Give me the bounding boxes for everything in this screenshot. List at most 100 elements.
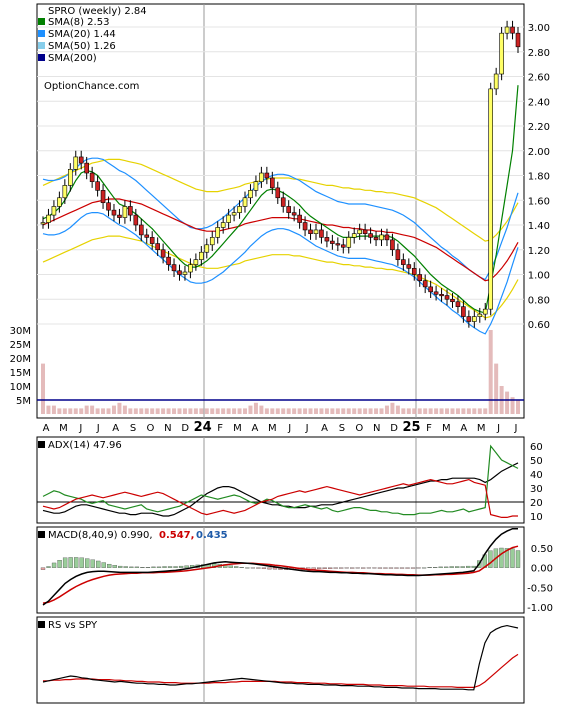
candle-body — [368, 233, 373, 238]
candle-body — [488, 88, 494, 310]
volume-bar — [390, 402, 395, 414]
candle-body — [461, 306, 466, 317]
macd-histogram-bar — [46, 566, 51, 568]
macd-histogram-bar — [504, 548, 510, 568]
x-axis-label: 25 — [403, 420, 421, 435]
candle-body — [215, 227, 221, 238]
x-axis-label: J — [96, 423, 100, 434]
candle-body — [117, 214, 122, 218]
macd-histogram-bar — [118, 565, 123, 568]
macd-histogram-bar — [339, 567, 344, 569]
legend-label: SMA(8) 2.53 — [48, 17, 109, 28]
volume-bar — [139, 408, 144, 414]
panel-frame — [36, 3, 525, 419]
candle-body — [242, 197, 248, 207]
candle-body — [231, 212, 237, 216]
x-axis-label: A — [460, 423, 467, 434]
adx-legend-swatch — [38, 441, 45, 448]
macd-histogram-bar — [438, 566, 443, 568]
candle-body — [248, 190, 253, 199]
macd-histogram-bar — [444, 566, 449, 568]
volume-bar — [335, 408, 340, 414]
macd-histogram-bar — [156, 566, 162, 568]
x-axis-label: A — [251, 423, 258, 434]
macd-tick-label: 0.00 — [531, 564, 553, 575]
watermark-label: OptionChance.com — [44, 81, 139, 92]
volume-bar — [210, 408, 215, 414]
candle-body — [291, 212, 297, 216]
candle-body — [335, 243, 341, 246]
macd-histogram-bar — [261, 567, 267, 569]
volume-bar — [455, 408, 460, 414]
macd-histogram-bar — [394, 567, 399, 569]
macd-histogram-bar — [361, 567, 366, 569]
volume-bar — [346, 408, 351, 414]
candle-body — [237, 206, 242, 213]
candle-body — [270, 177, 275, 189]
candle-body — [444, 295, 450, 300]
candle-body — [313, 229, 319, 234]
lower-band-line — [42, 235, 519, 319]
volume-bar — [84, 405, 89, 414]
volume-bar — [434, 408, 439, 414]
candle-body — [160, 249, 166, 258]
volume-bar — [188, 408, 193, 414]
candle-body — [433, 291, 439, 295]
volume-bar — [172, 408, 177, 414]
volume-bar — [177, 408, 182, 414]
candle-body — [128, 206, 133, 216]
volume-bar — [128, 408, 133, 414]
macd-legend-swatch — [38, 531, 45, 538]
volume-bar — [352, 408, 357, 414]
x-axis-label: J — [305, 423, 309, 434]
rs-panel: RS vs SPY — [36, 616, 525, 704]
x-axis-label: J — [496, 423, 500, 434]
x-axis-label: J — [287, 423, 291, 434]
macd-histogram-bar — [272, 567, 278, 570]
volume-bar — [341, 408, 346, 414]
volume-bar — [494, 363, 499, 414]
volume-bar — [182, 408, 187, 414]
candle-body — [133, 214, 139, 226]
volume-bar — [111, 405, 116, 414]
macd-histogram-bar — [399, 567, 405, 569]
candle-body — [193, 259, 199, 265]
volume-bar — [204, 408, 209, 414]
volume-bar — [253, 402, 258, 414]
x-axis-label: A — [112, 423, 119, 434]
volume-bar — [363, 408, 368, 414]
candle-body — [510, 26, 515, 34]
volume-bar — [297, 408, 302, 414]
volume-bar — [466, 408, 471, 414]
volume-bar — [384, 405, 389, 414]
sma20-lower-line — [42, 212, 519, 335]
volume-bar — [292, 408, 297, 414]
volume-tick-label: 10M — [10, 382, 31, 393]
x-axis-label: F — [426, 423, 432, 434]
volume-bar — [483, 408, 488, 414]
candle-body — [411, 268, 417, 275]
adx-line — [42, 462, 519, 517]
macd-histogram-bar — [245, 567, 250, 569]
macd-histogram-bar — [107, 563, 112, 568]
candle-body — [73, 156, 79, 170]
price-tick-label: 1.60 — [528, 196, 550, 207]
macd-histogram-bar — [515, 550, 521, 568]
candle-body — [499, 32, 504, 75]
volume-bar — [117, 402, 122, 414]
volume-bar — [237, 408, 242, 414]
macd-histogram-bar — [377, 567, 383, 569]
adx-tick-label: 30 — [530, 484, 543, 495]
candle-body — [149, 237, 155, 244]
volume-bar — [510, 397, 515, 414]
price-tick-label: 1.40 — [528, 221, 550, 232]
candle-body — [253, 181, 259, 191]
macd-histogram-bar — [51, 562, 57, 568]
volume-bar — [46, 405, 51, 414]
candle-body — [171, 264, 177, 272]
candle-body — [504, 26, 510, 34]
macd-histogram-bar — [101, 562, 106, 568]
candle-body — [297, 214, 302, 223]
volume-bar — [226, 408, 231, 414]
candle-body — [340, 244, 346, 248]
